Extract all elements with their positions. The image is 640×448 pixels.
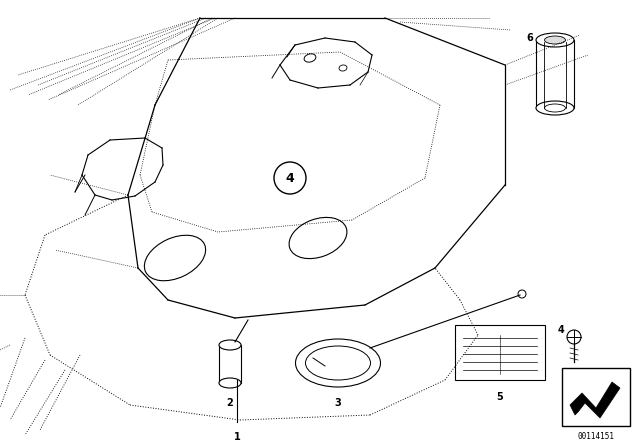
- Circle shape: [274, 162, 306, 194]
- FancyBboxPatch shape: [219, 345, 241, 383]
- Text: 1: 1: [234, 432, 241, 442]
- Ellipse shape: [296, 339, 381, 387]
- Ellipse shape: [219, 378, 241, 388]
- Polygon shape: [570, 382, 620, 418]
- FancyBboxPatch shape: [562, 368, 630, 426]
- Text: 5: 5: [497, 392, 504, 402]
- Ellipse shape: [219, 340, 241, 350]
- Ellipse shape: [536, 33, 574, 47]
- Text: 2: 2: [227, 398, 234, 408]
- Ellipse shape: [545, 104, 566, 112]
- Text: 6: 6: [527, 33, 533, 43]
- Text: 3: 3: [335, 398, 341, 408]
- Ellipse shape: [545, 36, 566, 44]
- FancyBboxPatch shape: [536, 40, 574, 108]
- Text: 4: 4: [558, 325, 564, 335]
- Ellipse shape: [536, 101, 574, 115]
- Text: 4: 4: [285, 172, 294, 185]
- FancyBboxPatch shape: [455, 325, 545, 380]
- Text: 00114151: 00114151: [577, 432, 614, 441]
